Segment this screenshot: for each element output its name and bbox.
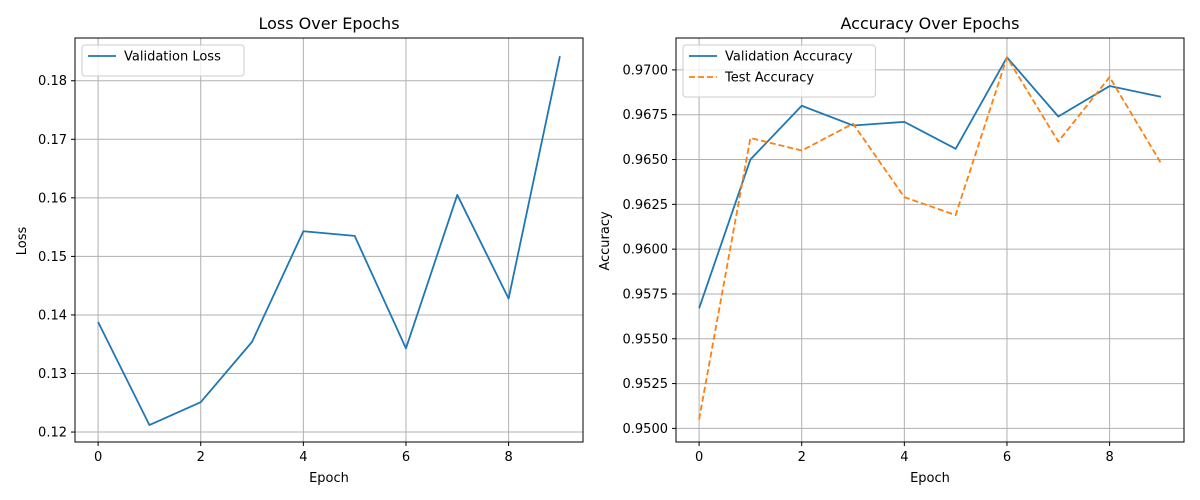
accuracy-y-axis-label: Accuracy — [598, 211, 613, 271]
test-accuracy-legend-label: Test Accuracy — [724, 71, 814, 86]
test-accuracy-line — [698, 56, 1162, 420]
loss-y-tick-label: 0.18 — [38, 74, 67, 89]
accuracy-y-tick-label: 0.9650 — [623, 153, 669, 168]
loss-y-tick-label: 0.14 — [38, 308, 67, 323]
accuracy-legend: Validation Accuracy Test Accuracy — [682, 44, 876, 98]
loss-x-tick-label: 6 — [402, 450, 410, 465]
loss-x-axis-label: Epoch — [309, 471, 349, 486]
loss-y-tick-label: 0.12 — [38, 426, 67, 441]
loss-chart-panel: Loss Over Epochs Epoch Loss 0 2 4 6 8 0.12 0.1… — [15, 14, 584, 486]
accuracy-y-tick-label: 0.9600 — [623, 243, 669, 258]
loss-y-tick-label: 0.17 — [38, 133, 67, 148]
loss-plot-frame — [74, 37, 584, 443]
accuracy-x-tick-label: 6 — [1003, 450, 1011, 465]
loss-x-tick-label: 8 — [504, 450, 512, 465]
accuracy-x-tick-label: 4 — [900, 450, 908, 465]
loss-y-axis-label: Loss — [15, 227, 30, 256]
accuracy-y-tick-label: 0.9700 — [623, 63, 669, 78]
loss-legend: Validation Loss — [81, 44, 245, 77]
loss-legend-box — [81, 44, 245, 77]
accuracy-y-tick-label: 0.9675 — [623, 108, 669, 123]
validation-accuracy-legend-label: Validation Accuracy — [725, 50, 853, 65]
accuracy-legend-box — [682, 44, 876, 98]
loss-chart-title: Loss Over Epochs — [258, 14, 399, 33]
accuracy-y-tick-label: 0.9575 — [623, 287, 669, 302]
loss-axis-ticks: 0 2 4 6 8 0.12 0.13 0.14 0.15 0.16 0.17 0.18 — [38, 74, 513, 465]
loss-y-tick-label: 0.16 — [38, 191, 67, 206]
loss-x-tick-label: 2 — [197, 450, 205, 465]
validation-loss-line — [97, 55, 561, 426]
accuracy-x-tick-label: 8 — [1105, 450, 1113, 465]
accuracy-series-lines — [698, 56, 1162, 420]
loss-x-tick-label: 4 — [299, 450, 307, 465]
loss-series-lines — [97, 55, 561, 426]
loss-y-tick-label: 0.15 — [38, 250, 67, 265]
accuracy-y-tick-label: 0.9550 — [623, 332, 669, 347]
accuracy-x-tick-label: 0 — [695, 450, 703, 465]
accuracy-axis-ticks: 0 2 4 6 8 0.9500 0.9525 0.9550 0.9575 0.9600 0.962… — [623, 63, 1114, 465]
accuracy-x-tick-label: 2 — [798, 450, 806, 465]
validation-accuracy-line — [698, 56, 1162, 309]
accuracy-chart-panel: Accuracy Over Epochs Epoch Accuracy 0 2 4 6… — [598, 14, 1185, 486]
accuracy-y-tick-label: 0.9500 — [623, 422, 669, 437]
accuracy-y-tick-label: 0.9525 — [623, 377, 669, 392]
accuracy-chart-title: Accuracy Over Epochs — [840, 14, 1019, 33]
accuracy-grid — [676, 38, 1184, 442]
loss-grid — [75, 38, 583, 442]
accuracy-plot-frame — [675, 37, 1185, 443]
loss-y-tick-label: 0.13 — [38, 367, 67, 382]
accuracy-x-axis-label: Epoch — [910, 471, 950, 486]
accuracy-y-tick-label: 0.9625 — [623, 198, 669, 213]
loss-x-tick-label: 0 — [94, 450, 102, 465]
validation-loss-legend-label: Validation Loss — [124, 50, 221, 65]
